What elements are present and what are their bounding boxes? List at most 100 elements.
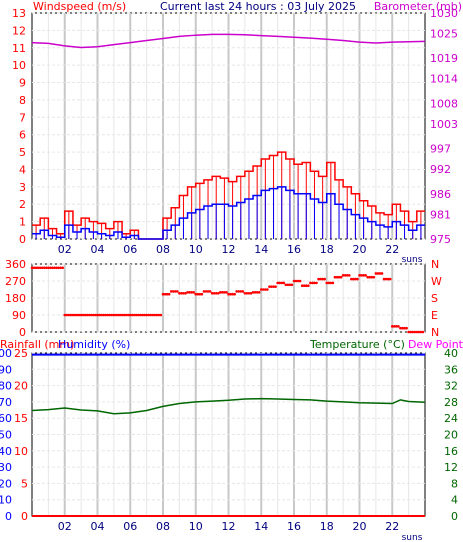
direction-point xyxy=(366,275,369,279)
direction-point xyxy=(282,281,286,285)
direction-point xyxy=(47,266,50,270)
direction-tick-label: 270 xyxy=(5,275,26,288)
humidity-tick-label: 80 xyxy=(0,380,12,393)
humidity-tick-label: 70 xyxy=(0,396,12,409)
direction-point xyxy=(219,291,222,294)
direction-point xyxy=(176,290,179,293)
direction-point xyxy=(352,277,355,281)
direction-point xyxy=(368,275,372,279)
barometer-tick-label: 981 xyxy=(430,208,451,221)
windspeed-tick-label: 10 xyxy=(12,59,26,72)
direction-point xyxy=(376,272,380,275)
direction-point xyxy=(155,313,159,317)
direction-point xyxy=(180,291,183,295)
direction-point xyxy=(112,313,116,317)
direction-point xyxy=(261,288,265,291)
direction-point xyxy=(85,313,89,317)
direction-point xyxy=(255,291,259,294)
direction-point xyxy=(116,313,120,317)
direction-point xyxy=(40,266,44,270)
direction-point xyxy=(143,313,146,317)
dewpoint-title: Dew Point xyxy=(408,338,463,351)
humidity-tick-label: 40 xyxy=(0,445,12,458)
direction-point xyxy=(247,291,251,295)
humidity-tick-label: 30 xyxy=(0,461,12,474)
direction-point xyxy=(319,277,322,281)
direction-point xyxy=(405,326,408,330)
direction-point xyxy=(42,266,46,270)
direction-point xyxy=(71,313,75,317)
direction-point xyxy=(327,281,331,285)
hour-tick-label: 18 xyxy=(320,243,334,256)
direction-point xyxy=(98,313,101,317)
hour-tick-label: 16 xyxy=(287,243,301,256)
direction-point xyxy=(378,272,382,275)
direction-point xyxy=(233,292,236,296)
direction-point xyxy=(169,290,173,293)
direction-point xyxy=(288,283,292,287)
direction-point xyxy=(153,313,157,317)
direction-point xyxy=(75,313,79,317)
direction-point xyxy=(286,283,290,287)
direction-tick-label: 0 xyxy=(19,326,26,339)
temperature-tick-label: 40 xyxy=(444,347,458,360)
mid-grid xyxy=(32,263,425,333)
temperature-tick-label: 32 xyxy=(444,380,458,393)
rainfall-tick-label: 0 xyxy=(21,510,28,523)
direction-point xyxy=(339,275,343,279)
direction-point xyxy=(239,290,243,293)
hour-tick-label: 14 xyxy=(254,243,268,256)
windspeed-tick-label: 12 xyxy=(12,24,26,37)
direction-point xyxy=(257,291,261,294)
direction-point xyxy=(370,275,374,279)
direction-point xyxy=(300,284,304,288)
direction-point xyxy=(311,281,314,285)
direction-point xyxy=(57,266,60,270)
direction-point xyxy=(122,313,126,317)
direction-point xyxy=(223,291,226,294)
direction-point xyxy=(354,277,357,281)
direction-point xyxy=(284,283,288,287)
rainfall-tick-label: 15 xyxy=(14,412,28,425)
compass-tick-label: S xyxy=(431,292,438,305)
direction-point xyxy=(90,313,93,317)
direction-point xyxy=(67,313,71,317)
axis-labels: 0123456789101112139759819869929971003100… xyxy=(0,7,458,533)
windspeed-tick-label: 9 xyxy=(19,77,26,90)
direction-point xyxy=(274,285,277,288)
direction-point xyxy=(419,330,423,334)
direction-point xyxy=(106,313,110,317)
barometer-tick-label: 1014 xyxy=(430,73,458,86)
direction-point xyxy=(388,277,392,281)
direction-point xyxy=(325,281,329,285)
direction-tick-label: 180 xyxy=(5,292,26,305)
direction-point xyxy=(356,277,359,281)
direction-point xyxy=(83,313,87,317)
direction-point xyxy=(401,326,404,330)
wind-average-series xyxy=(32,186,425,240)
humidity-tick-label: 10 xyxy=(0,494,12,507)
temperature-tick-label: 4 xyxy=(451,494,458,507)
direction-point xyxy=(53,266,56,270)
direction-point xyxy=(343,274,347,277)
windspeed-tick-label: 13 xyxy=(12,7,26,20)
barometer-tick-label: 975 xyxy=(430,233,451,246)
hour-tick-label: 16 xyxy=(287,520,301,533)
direction-point xyxy=(358,274,361,277)
barometer-tick-label: 1025 xyxy=(430,28,458,41)
windspeed-tick-label: 5 xyxy=(19,146,26,159)
direction-point xyxy=(390,325,394,328)
direction-point xyxy=(329,281,333,285)
direction-point xyxy=(307,284,310,288)
direction-point xyxy=(249,291,253,295)
humidity-tick-label: 60 xyxy=(0,412,12,425)
hour-tick-label: 18 xyxy=(320,520,334,533)
direction-point xyxy=(128,313,132,317)
direction-point xyxy=(323,277,327,281)
direction-point xyxy=(100,313,103,317)
direction-point xyxy=(278,281,281,285)
direction-point xyxy=(214,291,218,295)
direction-point xyxy=(225,291,228,294)
direction-point xyxy=(163,292,167,296)
